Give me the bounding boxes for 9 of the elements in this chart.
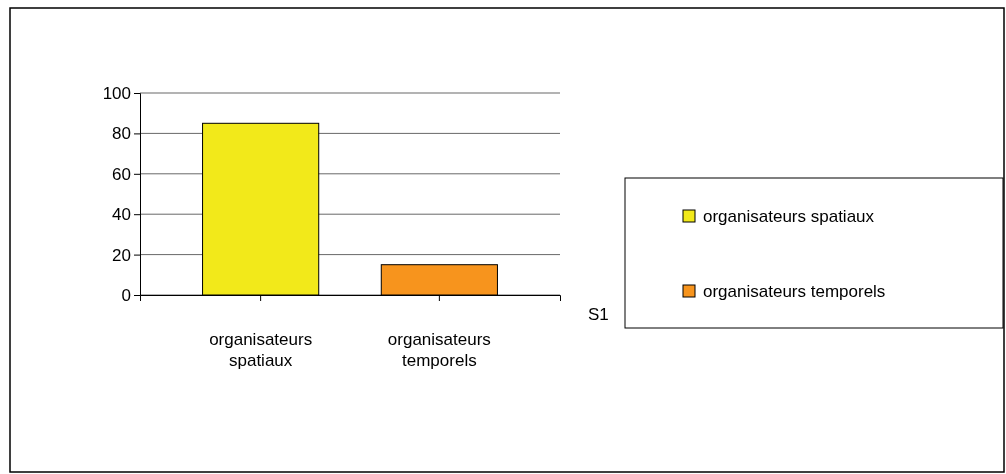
legend-label: organisateurs spatiaux [703,207,875,226]
text: S1 [588,305,609,324]
legend-label: organisateurs temporels [703,282,886,301]
y-tick-label: 0 [121,285,131,305]
y-tick-label: 20 [112,245,131,265]
y-tick-label: 60 [112,164,131,184]
y-tick-label: 80 [112,124,131,144]
y-tick-label: 100 [102,83,131,103]
y-tick-label: 40 [112,205,131,225]
